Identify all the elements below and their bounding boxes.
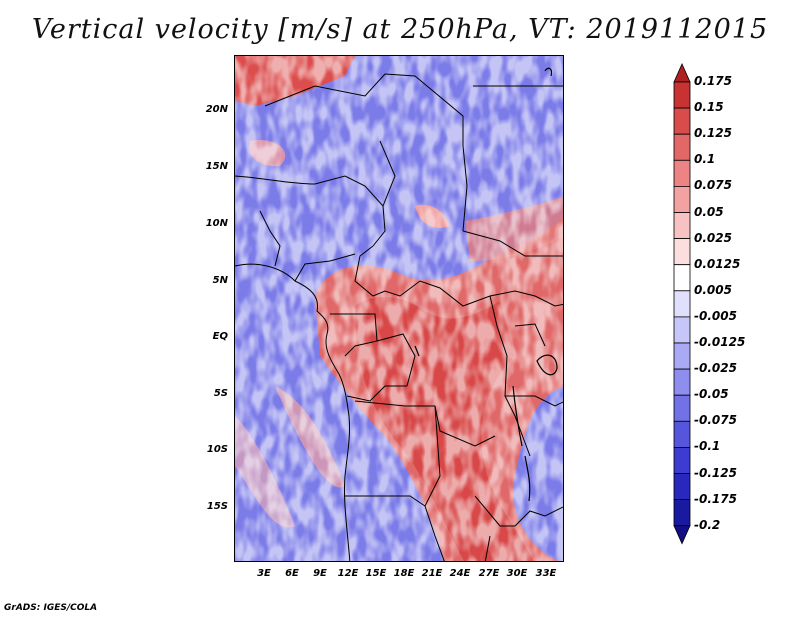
colorbar-box bbox=[673, 264, 691, 292]
lon-tick-label: 6E bbox=[285, 568, 299, 579]
lon-tick-label: 12E bbox=[337, 568, 359, 579]
colorbar-box bbox=[673, 499, 691, 527]
lon-tick-label: 9E bbox=[313, 568, 327, 579]
lon-tick-label: 33E bbox=[535, 568, 557, 579]
colorbar-box bbox=[673, 133, 691, 161]
colorbar-tick-label: 0.005 bbox=[694, 282, 732, 297]
colorbar-tick-label: 0.175 bbox=[694, 74, 732, 88]
lon-tick-label: 3E bbox=[257, 568, 271, 579]
vertical-velocity-field bbox=[235, 56, 563, 561]
grads-credit: GrADS: IGES/COLA bbox=[4, 603, 98, 613]
lakes bbox=[414, 67, 558, 502]
colorbar-tick-label: -0.1 bbox=[694, 439, 721, 454]
lon-tick-label: 30E bbox=[506, 568, 528, 579]
colorbar-top-triangle bbox=[673, 63, 691, 83]
colorbar-tick-label: -0.025 bbox=[694, 361, 737, 376]
colorbar-box bbox=[673, 446, 691, 474]
chart-title: Vertical velocity [m/s] at 250hPa, VT: 2… bbox=[31, 14, 769, 45]
colorbar-tick-label: 0.125 bbox=[694, 126, 732, 141]
colorbar-tick-label: -0.005 bbox=[694, 308, 737, 323]
colorbar-boxes bbox=[673, 63, 691, 545]
lon-tick-label: 21E bbox=[421, 568, 443, 579]
colorbar-box bbox=[673, 368, 691, 396]
colorbar-tick-label: -0.0125 bbox=[694, 335, 746, 349]
colorbar bbox=[673, 63, 691, 545]
colorbar-tick-label: -0.2 bbox=[694, 517, 721, 532]
colorbar-tick-label: -0.175 bbox=[694, 491, 737, 506]
colorbar-box bbox=[673, 107, 691, 135]
colorbar-box bbox=[673, 290, 691, 318]
colorbar-tick-label: 0.075 bbox=[694, 178, 732, 193]
colorbar-tick-label: -0.125 bbox=[694, 465, 737, 480]
colorbar-box bbox=[673, 212, 691, 240]
lat-tick-label: 15S bbox=[206, 501, 228, 512]
colorbar-box bbox=[673, 81, 691, 109]
colorbar-bottom-triangle bbox=[673, 525, 691, 545]
lat-tick-label: 10S bbox=[206, 444, 228, 455]
colorbar-box bbox=[673, 238, 691, 266]
lat-tick-label: 5N bbox=[212, 275, 228, 286]
lon-tick-label: 15E bbox=[365, 568, 387, 579]
lat-tick-label: 5S bbox=[213, 388, 228, 399]
lat-tick-label: 10N bbox=[205, 218, 228, 229]
colorbar-box bbox=[673, 186, 691, 213]
colorbar-box bbox=[673, 316, 691, 344]
lat-tick-label: 15N bbox=[205, 161, 228, 172]
colorbar-box bbox=[673, 159, 691, 187]
lon-tick-label: 18E bbox=[393, 568, 415, 579]
colorbar-tick-label: 0.0125 bbox=[694, 256, 741, 271]
map-panel bbox=[234, 55, 564, 562]
lat-tick-label: 20N bbox=[205, 104, 228, 115]
colorbar-box bbox=[673, 420, 691, 448]
colorbar-tick-label: 0.05 bbox=[694, 204, 724, 219]
lon-tick-label: 24E bbox=[449, 568, 471, 579]
colorbar-tick-label: 0.1 bbox=[694, 152, 716, 167]
colorbar-tick-label: -0.075 bbox=[694, 413, 737, 428]
colorbar-tick-label: -0.05 bbox=[694, 387, 729, 402]
colorbar-box bbox=[673, 394, 691, 422]
colorbar-tick-label: 0.15 bbox=[694, 100, 724, 115]
lon-tick-label: 27E bbox=[478, 568, 500, 579]
colorbar-box bbox=[673, 342, 691, 370]
lat-tick-label: EQ bbox=[212, 331, 228, 342]
colorbar-tick-label: 0.025 bbox=[694, 230, 732, 245]
colorbar-box bbox=[673, 473, 691, 501]
